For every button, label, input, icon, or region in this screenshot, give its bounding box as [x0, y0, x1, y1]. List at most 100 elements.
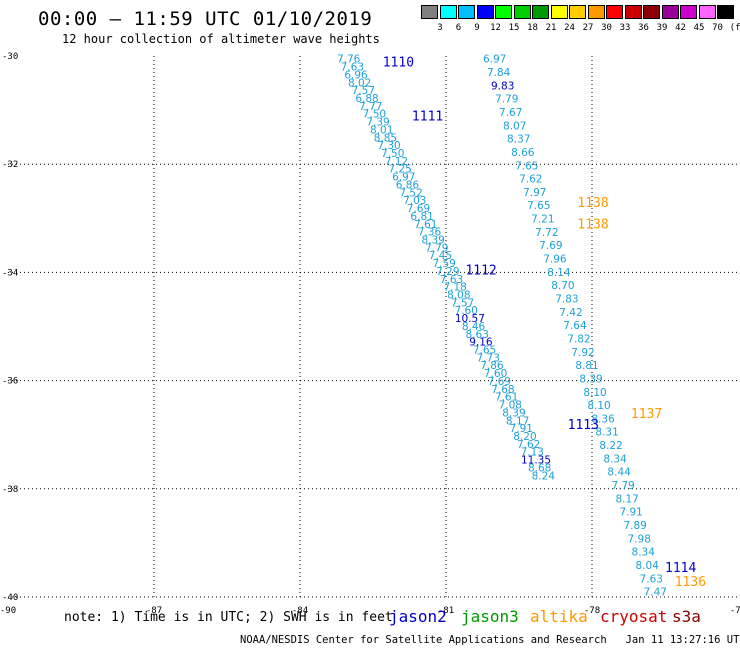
- credit-line: NOAA/NESDIS Center for Satellite Applica…: [240, 634, 740, 646]
- colorbar-swatch: [421, 5, 438, 19]
- wave-height-value: 7.68: [491, 384, 514, 396]
- wave-height-value: 8.85: [374, 132, 397, 144]
- page-title: 00:00 – 11:59 UTC 01/10/2019: [38, 8, 373, 30]
- wave-height-value: 7.39: [366, 117, 389, 129]
- wave-height-value: 10.57: [455, 313, 485, 325]
- colorbar-swatch: [495, 5, 512, 19]
- wave-height-value: 8.63: [466, 329, 489, 341]
- wave-height-value: 8.44: [607, 467, 631, 479]
- wave-height-value: 8.24: [532, 470, 556, 482]
- wave-height-value: 7.79: [495, 94, 518, 106]
- wave-height-value: 7.63: [640, 573, 663, 585]
- lat-tick-label: -32: [2, 160, 18, 170]
- lon-tick-label: -75: [730, 606, 740, 616]
- colorbar-label: 27: [582, 23, 594, 33]
- wave-height-value: 7.12: [385, 156, 408, 168]
- page-subtitle: 12 hour collection of altimeter wave hei…: [62, 32, 380, 46]
- colorbar-label: 70: [712, 23, 723, 33]
- colorbar-label: 24: [564, 23, 575, 33]
- lat-tick-label: -34: [2, 268, 18, 278]
- wave-height-value: 8.36: [591, 413, 615, 425]
- colorbar-swatch: [717, 5, 734, 19]
- wave-height-value: 8.22: [599, 440, 622, 452]
- wave-height-value: 7.18: [443, 282, 466, 294]
- wave-height-value: 7.36: [418, 227, 442, 239]
- colorbar-unit: (ft): [729, 23, 740, 33]
- wave-height-value: 7.82: [567, 333, 590, 345]
- wave-height-value: 8.66: [511, 147, 535, 159]
- wave-height-value: 7.63: [440, 274, 463, 286]
- colorbar-swatch: [643, 5, 660, 19]
- wave-height-value: 7.59: [432, 258, 455, 270]
- wave-height-value: 7.42: [559, 307, 582, 319]
- wave-height-value: 7.29: [436, 266, 459, 278]
- wave-height-value: 7.08: [499, 400, 522, 412]
- colorbar-swatch: [624, 5, 642, 19]
- pass-number-label: 1112: [465, 264, 496, 279]
- colorbar-label: 42: [675, 23, 686, 33]
- wave-height-value: 7.65: [473, 345, 496, 357]
- colorbar-label: 15: [508, 23, 520, 33]
- wave-height-value: 7.62: [519, 174, 542, 186]
- wave-height-value: 8.39: [502, 407, 525, 419]
- wave-height-value: 8.46: [462, 321, 486, 333]
- colorbar-label: 21: [545, 23, 557, 33]
- wave-height-value: 7.25: [388, 164, 411, 176]
- wave-height-value: 8.14: [547, 267, 571, 279]
- wave-height-value: 6.96: [344, 69, 368, 81]
- colorbar-label: 12: [490, 23, 501, 33]
- footnote: note: 1) Time is in UTC; 2) SWH is in fe…: [64, 610, 393, 625]
- colorbar-swatch: [476, 5, 494, 19]
- wave-height-value: 7.65: [515, 160, 538, 172]
- colorbar-swatch: [661, 5, 679, 19]
- wave-height-value: 7.79: [611, 480, 634, 492]
- wave-height-value: 8.39: [421, 234, 444, 246]
- wave-height-value: 8.01: [370, 124, 393, 136]
- lon-tick-label: -84: [292, 606, 308, 616]
- wave-height-value: 7.52: [399, 187, 422, 199]
- wave-height-value: 7.86: [480, 360, 504, 372]
- lat-tick-label: -36: [2, 377, 18, 387]
- wave-height-value: 8.39: [579, 373, 602, 385]
- lon-tick-label: -90: [0, 606, 16, 616]
- colorbar-swatch: [550, 5, 568, 19]
- satellite-name: cryosat: [600, 607, 668, 626]
- colorbar-swatch: [513, 5, 531, 19]
- wave-height-value: 7.21: [531, 214, 554, 226]
- wave-height-value: 8.20: [513, 431, 536, 443]
- wave-height-value: 8.70: [551, 280, 574, 292]
- colorbar-swatch: [458, 5, 475, 19]
- wave-height-value: 11.35: [521, 455, 551, 467]
- wave-height-value: 7.69: [407, 203, 430, 215]
- wave-height-value: 7.84: [487, 67, 511, 79]
- pass-number-label: 1114: [665, 561, 696, 576]
- wave-height-value: 6.81: [410, 211, 433, 223]
- wave-height-value: 8.31: [595, 427, 618, 439]
- wave-height-value: 7.50: [363, 109, 386, 121]
- colorbar-label: 36: [638, 23, 649, 33]
- pass-number-label: 1110: [383, 55, 414, 70]
- pass-number-label: 1136: [675, 575, 706, 590]
- satellite-name: jason2: [389, 607, 447, 626]
- wave-height-value: 7.91: [510, 423, 533, 435]
- wave-height-value: 7.69: [539, 240, 562, 252]
- colorbar-label: 33: [619, 23, 631, 33]
- colorbar-swatch: [439, 5, 457, 19]
- wave-height-value: 7.92: [571, 347, 594, 359]
- wave-height-value: 7.97: [523, 187, 546, 199]
- pass-number-label: 1138: [577, 196, 608, 211]
- wave-height-value: 7.61: [414, 219, 437, 231]
- wave-height-value: 6.97: [392, 172, 415, 184]
- wave-height-value: 7.62: [517, 439, 540, 451]
- wave-height-value: 7.60: [484, 368, 507, 380]
- colorbar-swatch: [606, 5, 623, 19]
- colorbar-swatch: [698, 5, 716, 19]
- wave-height-value: 7.83: [555, 294, 578, 306]
- colorbar-swatch: [587, 5, 605, 19]
- wave-height-value: 7.96: [543, 254, 567, 266]
- colorbar-label: 30: [601, 23, 612, 33]
- wave-height-value: 7.61: [495, 392, 518, 404]
- wave-height-value: 8.17: [506, 415, 529, 427]
- wave-height-value: 8.04: [636, 560, 660, 572]
